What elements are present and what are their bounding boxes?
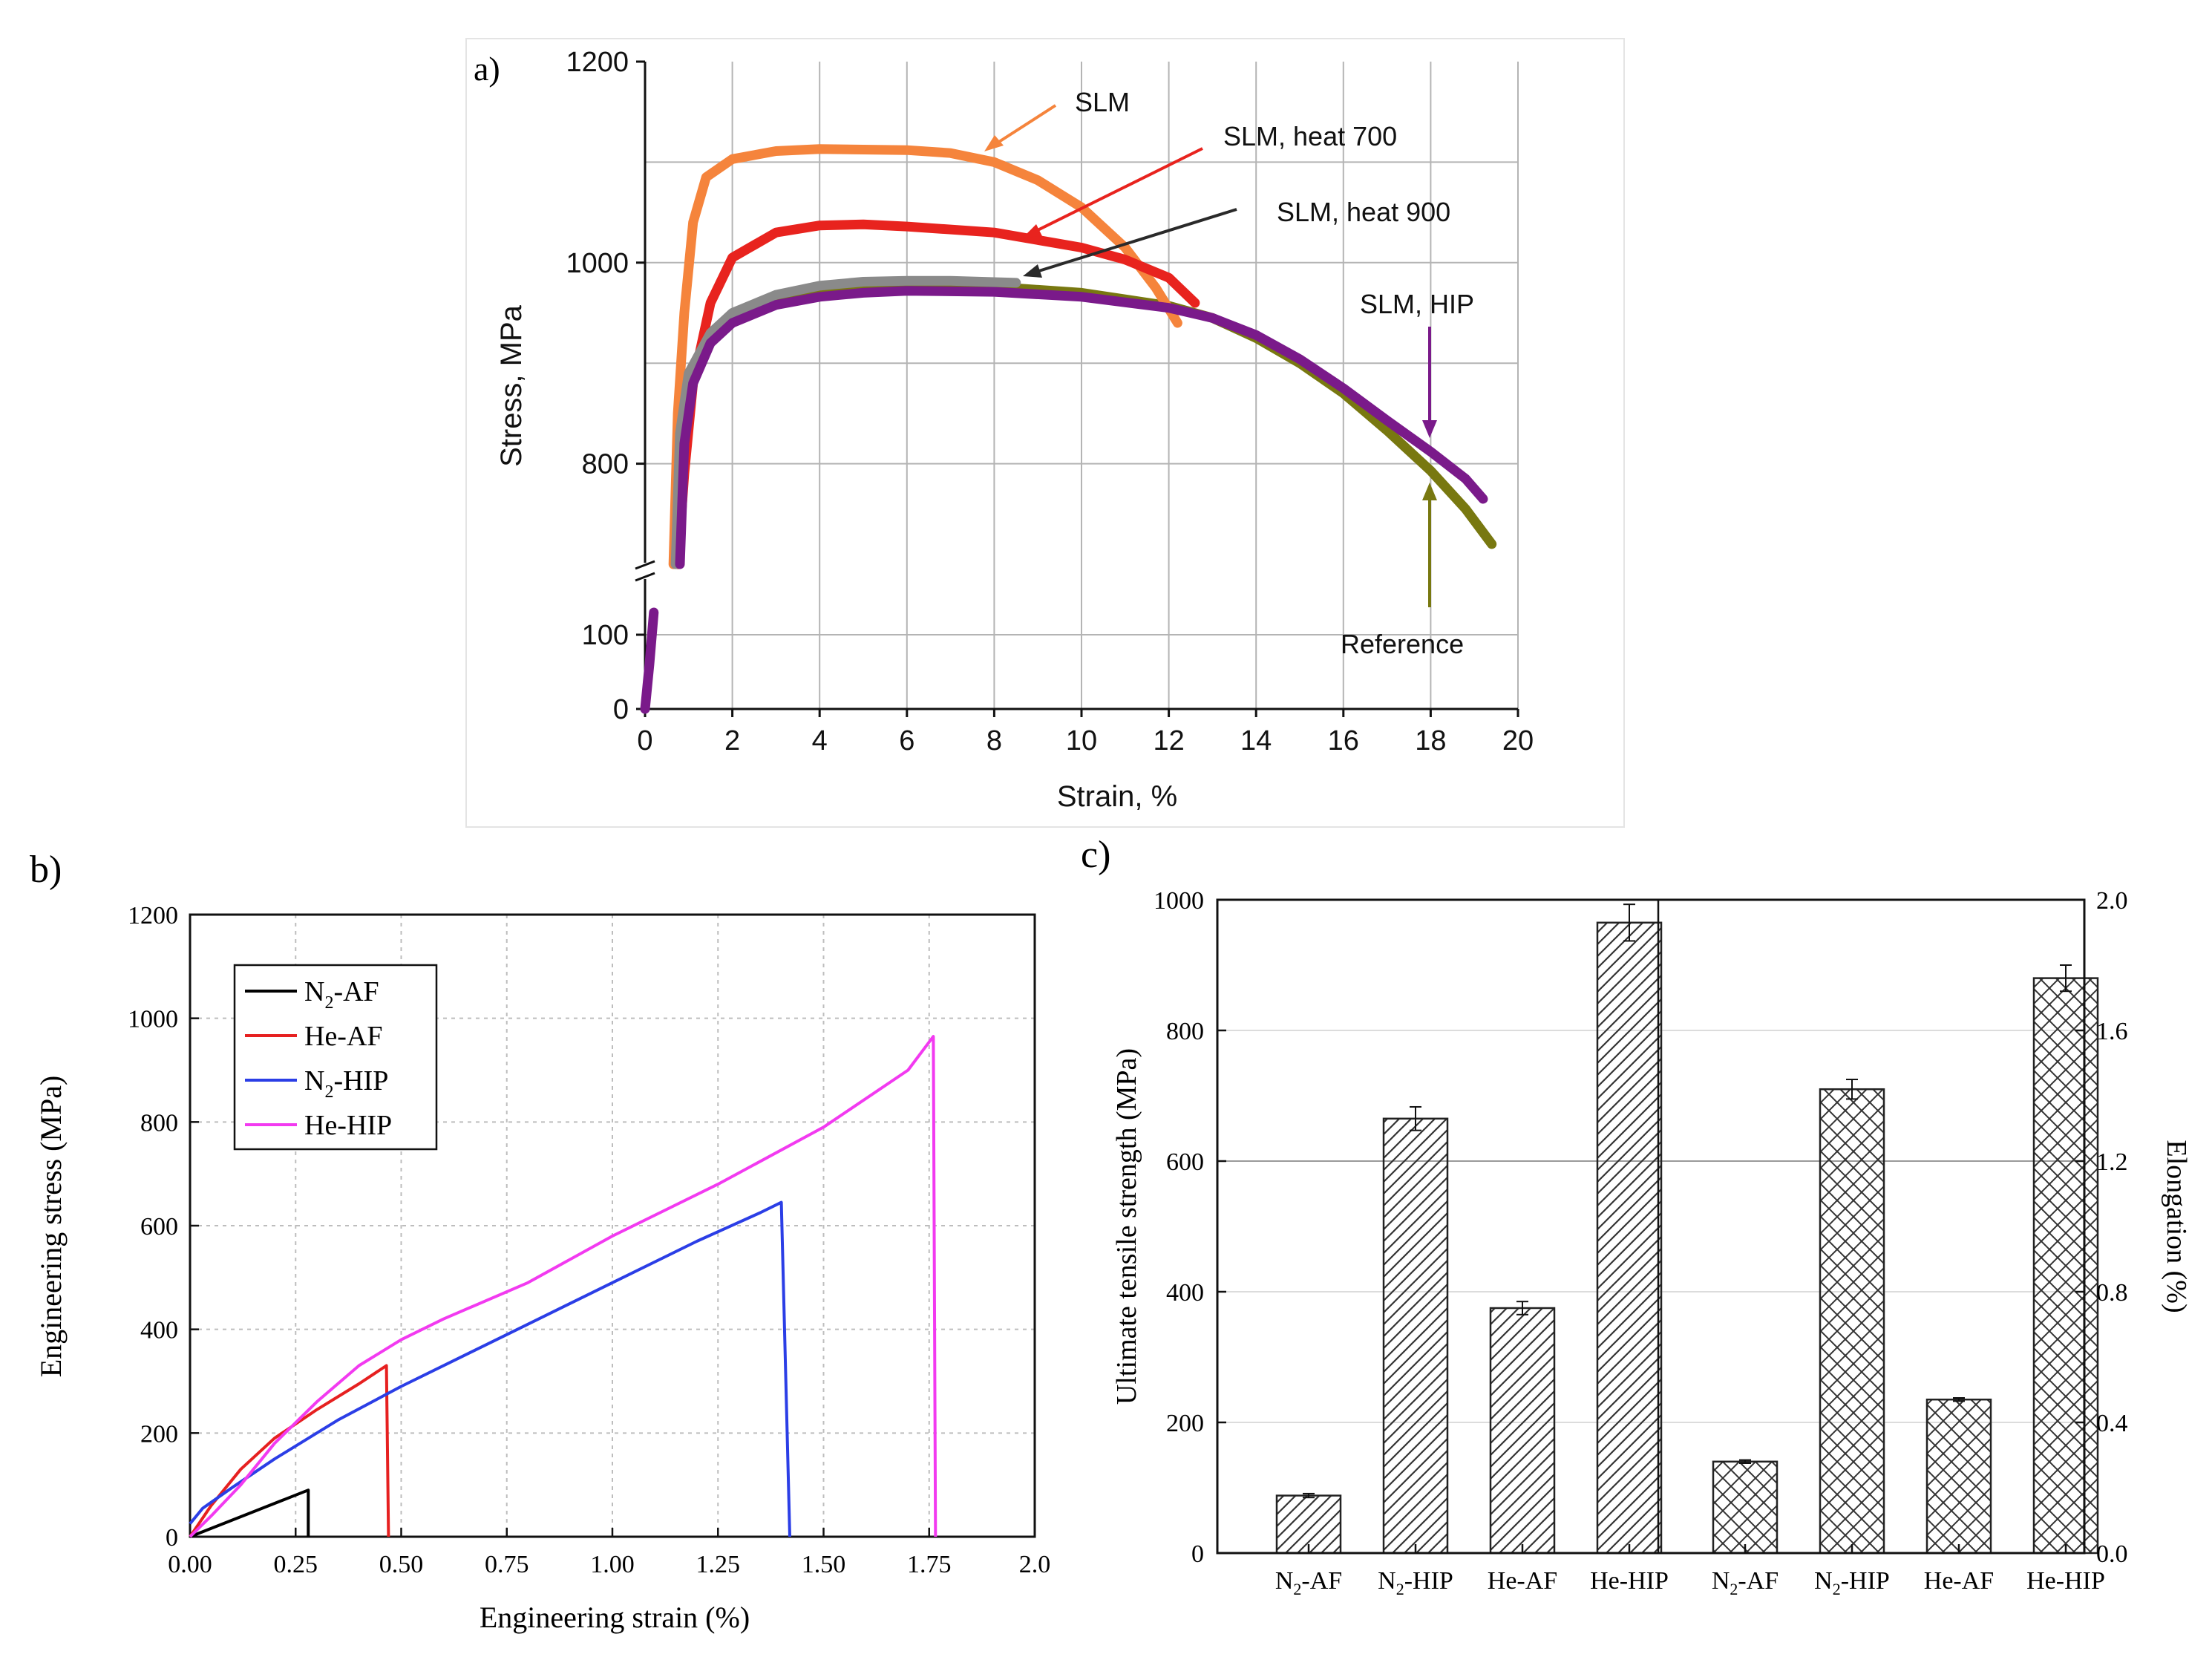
tick-label-x-4: 4 <box>812 725 828 756</box>
tick-label-y-0: 0 <box>1191 1540 1204 1568</box>
tick-label-y-1000: 1000 <box>128 1006 178 1033</box>
tick-label-y-800: 800 <box>140 1109 178 1137</box>
tick-label-y-1000: 1000 <box>1154 887 1204 915</box>
tick-label-y-1200: 1200 <box>566 47 629 78</box>
uts-bar-he-af <box>1489 1307 1556 1555</box>
tick-label-x-0.75: 0.75 <box>485 1551 529 1578</box>
tick-label-y-400: 400 <box>140 1317 178 1344</box>
legend-n2-af: N2-AF <box>304 976 379 1013</box>
uts-bar-n2-af <box>1275 1494 1342 1555</box>
panel-c-ticks: 0 200 400 600 800 1000 0.0 0.4 0.8 1.2 1.6 2.0 <box>1154 887 2128 1568</box>
tick-label-y-200: 200 <box>1166 1410 1204 1437</box>
uts-category-he-af: He-AF <box>1488 1567 1557 1595</box>
legend-he-af: He-AF <box>304 1021 383 1052</box>
tick-label-x-16: 16 <box>1328 725 1359 756</box>
tick-label-x-20: 20 <box>1502 725 1534 756</box>
uts-category-n2-hip: N2-HIP <box>1378 1567 1453 1598</box>
tick-label-x-2.0: 2.0 <box>1019 1551 1051 1578</box>
elongation-category-he-hip: He-HIP <box>2026 1567 2105 1595</box>
tick-label-y-600: 600 <box>140 1213 178 1241</box>
series-he-hip <box>189 1035 938 1538</box>
tick-label-x-0.00: 0.00 <box>168 1551 212 1578</box>
panel-b: b) 0.00 0.25 0.50 0.75 1.00 1.25 1.50 1.75 2.0 0 2… <box>30 849 1050 1634</box>
panel-c-y2label: Elongation (%) <box>2161 1140 2192 1313</box>
tick-label-y-600: 600 <box>1166 1148 1204 1176</box>
elongation-bar-he-af <box>1925 1398 1992 1555</box>
tick-label-y2-2.0: 2.0 <box>2096 887 2128 915</box>
panel-c-frame <box>1216 898 2086 1555</box>
legend-n2-hip: N2-HIP <box>304 1065 388 1102</box>
tick-label-x-0.50: 0.50 <box>379 1551 424 1578</box>
panel-c-ylabel: Ultimate tensile strength (MPa) <box>1111 1048 1142 1405</box>
series-slm <box>668 144 1182 569</box>
tick-label-y2-0.4: 0.4 <box>2096 1410 2128 1437</box>
panel-a-arrows <box>984 104 1437 607</box>
uts-bar-he-hip <box>1596 921 1663 1555</box>
series-slm-heat-900 <box>670 275 1021 569</box>
series-slm-hip <box>675 286 1488 569</box>
elongation-bar-n2-hip <box>1819 1088 1885 1555</box>
tick-label-x-10: 10 <box>1066 725 1097 756</box>
series-loading-segment <box>640 607 659 714</box>
panel-b-ticks: 0.00 0.25 0.50 0.75 1.00 1.25 1.50 1.75 2.0 0 200 4… <box>128 902 1050 1578</box>
panel-a-curves <box>640 144 1497 714</box>
tick-label-x-1.25: 1.25 <box>696 1551 741 1578</box>
series-n2-hip <box>189 1200 791 1537</box>
annotation-slm-hip: SLM, HIP <box>1360 289 1474 319</box>
elongation-category-n2-af: N2-AF <box>1712 1567 1779 1598</box>
annotation-slm: SLM <box>1075 87 1130 117</box>
tick-label-x-1.50: 1.50 <box>802 1551 846 1578</box>
tick-label-y-100: 100 <box>582 620 629 651</box>
panel-a: a) 0 2 4 6 8 10 12 14 16 18 20 800 1000 1200 0 100 SLM <box>465 38 1625 828</box>
panel-b-curves <box>189 1035 938 1538</box>
tick-label-x-12: 12 <box>1153 725 1184 756</box>
panel-a-ylabel: Stress, MPa <box>495 304 528 467</box>
elongation-category-n2-hip: N2-HIP <box>1814 1567 1890 1598</box>
panel-b-ylabel: Engineering stress (MPa) <box>34 1076 68 1378</box>
tick-label-y-1000: 1000 <box>566 248 629 279</box>
panel-b-label: b) <box>30 849 62 891</box>
panel-c: c) 0 200 400 600 800 1000 0.0 0.4 0.8 1.2 1.6 2.0 N… <box>1081 834 2192 1598</box>
tick-label-y2-0.8: 0.8 <box>2096 1279 2128 1307</box>
panel-c-label: c) <box>1081 834 1110 876</box>
tick-label-x-1.00: 1.00 <box>590 1551 635 1578</box>
tick-label-y-0: 0 <box>613 694 629 725</box>
panel-a-xlabel: Strain, % <box>1057 780 1177 813</box>
tick-label-y2-1.6: 1.6 <box>2096 1018 2128 1045</box>
tick-label-x-14: 14 <box>1240 725 1272 756</box>
tick-label-y-200: 200 <box>140 1420 178 1448</box>
annotation-reference: Reference <box>1341 629 1464 659</box>
tick-label-y2-1.2: 1.2 <box>2096 1148 2128 1176</box>
legend-he-hip: He-HIP <box>304 1110 392 1141</box>
annotation-slm-heat-900: SLM, heat 900 <box>1277 197 1450 227</box>
tick-label-x-0.25: 0.25 <box>274 1551 318 1578</box>
annotation-slm-heat-700: SLM, heat 700 <box>1223 121 1397 151</box>
tick-label-y2-0.0: 0.0 <box>2096 1540 2128 1568</box>
tick-label-x-18: 18 <box>1415 725 1446 756</box>
series-n2-af <box>189 1488 310 1538</box>
uts-category-n2-af: N2-AF <box>1275 1567 1342 1598</box>
tick-label-y-0: 0 <box>166 1524 178 1552</box>
panel-c-category-labels: N2-AF N2-HIP He-AF He-HIP N2-AF N2-HIP He-AF He… <box>1275 1567 2105 1598</box>
uts-bar-n2-hip <box>1382 1117 1449 1555</box>
panel-b-xlabel: Engineering strain (%) <box>480 1601 750 1634</box>
tick-label-y-400: 400 <box>1166 1279 1204 1307</box>
panel-c-bars <box>1275 903 2099 1555</box>
tick-label-x-0: 0 <box>637 725 652 756</box>
uts-category-he-hip: He-HIP <box>1590 1567 1669 1595</box>
tick-label-x-6: 6 <box>899 725 914 756</box>
panel-a-label: a) <box>474 50 500 88</box>
tick-label-y-800: 800 <box>1166 1018 1204 1045</box>
tick-label-x-1.75: 1.75 <box>907 1551 952 1578</box>
elongation-bar-n2-af <box>1712 1460 1779 1555</box>
panel-a-ticks: 0 2 4 6 8 10 12 14 16 18 20 800 1000 1200 0 100 <box>566 47 1534 756</box>
panel-b-legend: N2-AF He-AF N2-HIP He-HIP <box>233 964 438 1151</box>
tick-label-x-8: 8 <box>986 725 1002 756</box>
tick-label-y-800: 800 <box>582 449 629 480</box>
elongation-bar-he-hip <box>2032 977 2099 1555</box>
elongation-category-he-af: He-AF <box>1924 1567 1994 1595</box>
tick-label-x-2: 2 <box>724 725 740 756</box>
tick-label-y-1200: 1200 <box>128 902 178 929</box>
